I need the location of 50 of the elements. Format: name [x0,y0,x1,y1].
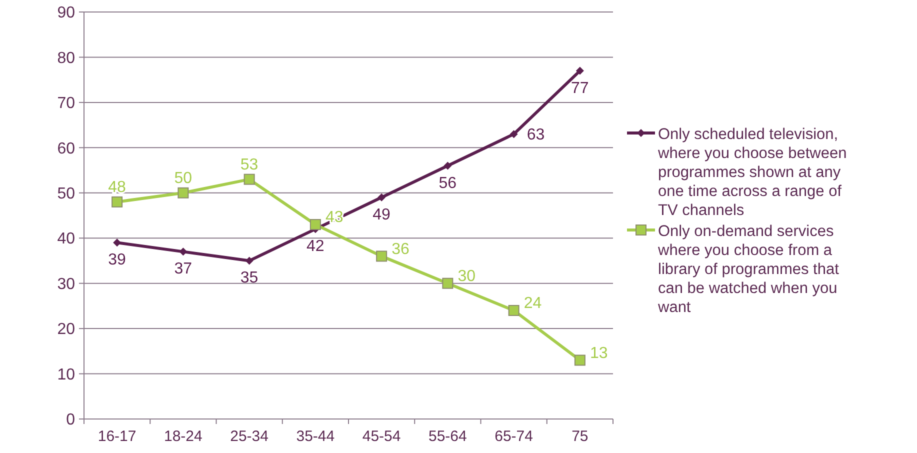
point [112,196,123,208]
point [378,193,386,202]
point [245,256,254,265]
y-tick-label: 90 [57,4,76,22]
data-label: 63 [526,126,545,144]
point [510,130,518,138]
x-tick-label: 35-44 [296,428,335,445]
point [179,248,188,256]
data-label: 35 [240,270,258,287]
x-tick-label: 55-64 [428,428,467,445]
point [444,162,452,170]
data-label: 53 [240,156,258,174]
y-tick-label: 80 [57,50,76,67]
x-tick-label: 25-34 [230,428,268,445]
data-label: 48 [108,178,126,196]
point [113,238,122,247]
data-label: 13 [590,344,608,362]
point [244,174,255,185]
legend-label: Only on-demand services where you choose from a library of programmes that can be watched when you want [657,223,840,316]
data-label: 77 [571,80,589,97]
point [574,354,586,366]
data-label: 37 [174,260,192,278]
data-label: 36 [392,240,410,258]
y-tick-label: 40 [57,230,76,248]
data-label: 42 [306,238,324,256]
point [178,187,189,198]
data-label: 39 [108,252,126,269]
y-tick-label: 10 [57,366,76,384]
y-tick-label: 70 [57,95,76,112]
x-tick-label: 75 [572,428,588,445]
x-tick-label: 45-54 [362,428,401,445]
y-tick-label: 0 [66,412,76,429]
legend-label: Only scheduled television, where you choose between programmes shown at any one time across a range of TV channels [657,126,847,219]
point [508,304,520,316]
x-tick-label: 18-24 [164,428,202,445]
data-label: 50 [174,170,192,187]
y-tick-label: 30 [57,276,76,293]
point [310,219,321,230]
point [376,250,388,262]
point [442,278,454,289]
data-label: 49 [372,206,391,224]
data-label: 56 [438,174,457,192]
y-tick-label: 20 [57,321,76,338]
data-label: 24 [524,295,542,312]
data-label: 30 [458,268,476,285]
point [576,66,584,75]
x-tick-label: 16-17 [98,428,136,445]
y-tick-label: 50 [57,185,76,202]
x-tick-label: 65-74 [494,428,533,445]
y-tick-label: 60 [57,140,76,158]
